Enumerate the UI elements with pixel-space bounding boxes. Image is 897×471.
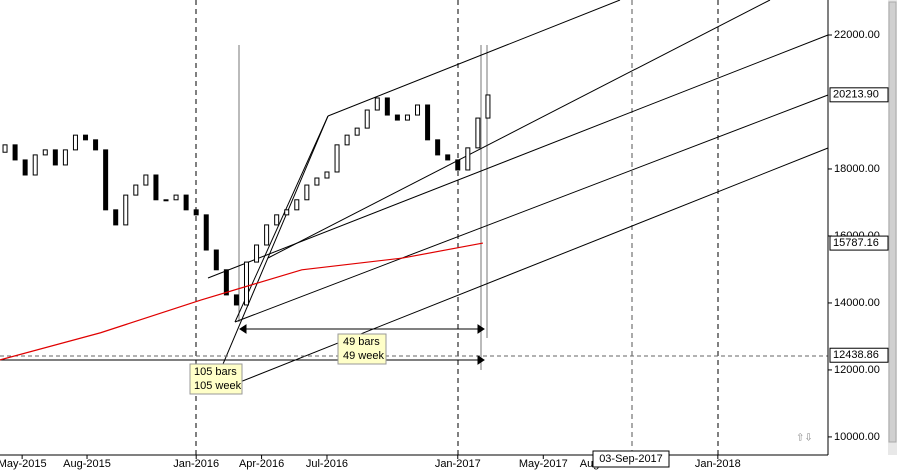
- candle-body: [52, 149, 58, 166]
- candle-body: [123, 194, 129, 226]
- candle-body: [404, 114, 410, 121]
- cursor-date-box: [592, 450, 670, 468]
- candle-body: [183, 194, 189, 211]
- candle-body: [93, 139, 99, 151]
- y-tick-label: 12000.00: [834, 364, 880, 376]
- candle-body: [445, 154, 451, 161]
- arrow: [477, 355, 485, 365]
- y-tick-label: 22000.00: [834, 29, 880, 41]
- x-tick-label: Jan-2016: [173, 458, 219, 470]
- x-tick-label: Apr-2016: [239, 458, 284, 470]
- moving-average: [0, 242, 484, 361]
- candle-body: [415, 104, 421, 116]
- arrow: [477, 324, 485, 334]
- candle-body: [264, 224, 270, 246]
- candle-body: [374, 97, 380, 111]
- candle-body: [314, 177, 320, 186]
- scroll-buttons[interactable]: ⇧⇩: [796, 433, 813, 444]
- candle-body: [304, 184, 310, 201]
- candle-body: [163, 199, 169, 202]
- candle-body: [203, 214, 209, 251]
- pitchfork-line: [327, 0, 621, 117]
- candle-body: [223, 269, 229, 296]
- candle-body: [213, 249, 219, 271]
- pitchfork-line: [234, 115, 329, 323]
- price-marker-label: 15787.16: [833, 237, 879, 249]
- candle-body: [465, 147, 471, 171]
- measure-weeks: 49 week: [343, 350, 384, 362]
- candle-body: [485, 94, 491, 119]
- y-tick-label: 18000.00: [834, 163, 880, 175]
- price-marker-label: 12438.86: [833, 349, 879, 361]
- candle-body: [83, 134, 89, 141]
- price-marker-label: 20213.90: [833, 89, 879, 101]
- candle-body: [274, 214, 280, 226]
- candle-body: [354, 127, 360, 136]
- candle-body: [394, 114, 400, 121]
- candle-body: [364, 109, 370, 129]
- measure-bars: 49 bars: [343, 336, 380, 348]
- measure-box: [337, 333, 387, 365]
- measure-box: [189, 363, 243, 395]
- pitchfork-line: [207, 34, 829, 279]
- candle-body: [22, 159, 28, 176]
- candle-body: [324, 171, 330, 179]
- candle-body: [193, 209, 199, 216]
- candle-body: [113, 209, 119, 226]
- cursor-date: 03-Sep-2017: [599, 453, 663, 465]
- candle-body: [384, 97, 390, 116]
- candle-body: [455, 159, 461, 171]
- x-tick-label: Jul-2016: [306, 458, 348, 470]
- x-tick-label: Jan-2017: [435, 458, 481, 470]
- x-tick-label: May-2015: [0, 458, 47, 470]
- candle-body: [2, 144, 8, 153]
- y-tick-label: 14000.00: [834, 297, 880, 309]
- candle-body: [344, 134, 350, 146]
- x-tick-label: May-2017: [519, 458, 568, 470]
- measure-box: 105 bars 105 week 49 bars 49 week: [189, 333, 387, 395]
- candle-body: [294, 199, 300, 211]
- pitchfork-line: [211, 115, 329, 391]
- candle-body: [334, 144, 340, 173]
- candle-body: [173, 194, 179, 201]
- candle-body: [475, 117, 481, 149]
- candle-body: [42, 149, 48, 156]
- candle-body: [72, 134, 78, 151]
- candle-body: [233, 294, 239, 306]
- measure-bars: 105 bars: [194, 366, 237, 378]
- candle-body: [143, 174, 149, 186]
- pitchfork-line: [267, 0, 771, 259]
- measure-weeks: 105 week: [194, 380, 242, 392]
- candle-body: [153, 174, 159, 201]
- x-tick-label: Aug-2015: [63, 458, 111, 470]
- price-marker: [829, 87, 889, 103]
- candle-body: [425, 104, 431, 141]
- arrow: [239, 324, 247, 334]
- candle-body: [284, 209, 290, 216]
- x-tick-label: Jan-2018: [695, 458, 741, 470]
- pitchfork-line: [234, 94, 829, 323]
- price-marker: [829, 347, 889, 363]
- y-tick-label: 10000.00: [834, 431, 880, 443]
- candle-body: [103, 149, 109, 211]
- candle-body: [12, 144, 18, 161]
- price-marker: [829, 235, 889, 251]
- candle-body: [435, 139, 441, 156]
- candle-body: [243, 261, 249, 306]
- scroll-thumb[interactable]: [888, 1, 897, 443]
- candle-body: [32, 154, 38, 176]
- candle-body: [254, 244, 260, 263]
- candle-body: [133, 184, 139, 196]
- candle-body: [62, 149, 68, 166]
